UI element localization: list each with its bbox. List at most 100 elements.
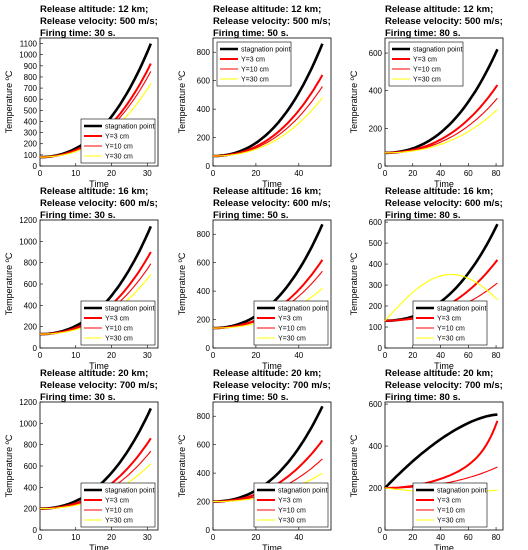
x-tick-label: 40 — [294, 169, 303, 178]
x-tick-label: 20 — [408, 351, 417, 360]
legend: stagnation point Y=3 cm Y=10 cm Y=30 cm — [80, 482, 156, 528]
y-axis-label: Temperature ºC — [4, 434, 14, 497]
y-tick-label: 300 — [369, 281, 383, 290]
y-tick-label: 0 — [378, 344, 383, 353]
y-tick-label: 1100 — [20, 40, 38, 49]
subplot-6: Release altitude: 16 km;Release velocity… — [349, 186, 504, 371]
x-tick-label: 80 — [492, 169, 501, 178]
x-tick-label: 10 — [71, 351, 80, 360]
y-tick-label: 1000 — [19, 51, 37, 60]
y-tick-label: 500 — [24, 106, 38, 115]
legend-label: Y=10 cm — [105, 144, 133, 151]
x-tick-label: 60 — [464, 351, 473, 360]
y-tick-label: 400 — [24, 117, 38, 126]
legend-label: Y=30 cm — [105, 518, 133, 525]
y-tick-label: 200 — [24, 140, 38, 149]
subplot-9: Release altitude: 20 km;Release velocity… — [349, 368, 504, 550]
legend-label: stagnation point — [437, 306, 486, 313]
y-tick-label: 600 — [24, 462, 38, 471]
x-tick-label: 0 — [211, 351, 216, 360]
y-tick-label: 800 — [24, 73, 38, 82]
x-tick-label: 0 — [211, 169, 216, 178]
x-tick-label: 20 — [251, 169, 260, 178]
legend-label: Y=3 cm — [278, 316, 302, 323]
y-tick-label: 500 — [369, 239, 383, 248]
subplot-title-line: Release velocity: 700 m/s; — [40, 380, 158, 391]
legend: stagnation point Y=3 cm Y=10 cm Y=30 cm — [80, 118, 156, 164]
subplot-title-line: Firing time: 80 s. — [385, 392, 461, 403]
legend-label: Y=30 cm — [105, 154, 133, 161]
x-tick-label: 0 — [383, 351, 388, 360]
y-tick-label: 300 — [24, 129, 38, 138]
x-axis-label: Time — [434, 543, 454, 550]
legend-label: stagnation point — [437, 488, 486, 495]
x-tick-label: 20 — [107, 169, 116, 178]
y-tick-label: 0 — [206, 162, 211, 171]
subplot-title-line: Firing time: 50 s. — [213, 210, 289, 221]
x-axis-label: Time — [434, 361, 454, 371]
y-axis-label: Temperature ºC — [349, 434, 359, 497]
x-axis-label: Time — [262, 543, 282, 550]
x-tick-label: 20 — [251, 351, 260, 360]
x-axis-label: Time — [89, 361, 109, 371]
x-tick-label: 60 — [464, 169, 473, 178]
y-tick-label: 900 — [24, 62, 38, 71]
y-tick-label: 400 — [369, 442, 383, 451]
legend-label: stagnation point — [413, 47, 462, 54]
subplot-title-line: Release velocity: 700 m/s; — [385, 380, 503, 391]
subplot-title-line: Firing time: 50 s. — [213, 392, 289, 403]
subplot-title-line: Release velocity: 600 m/s; — [213, 198, 331, 209]
legend-label: Y=3 cm — [413, 57, 437, 64]
y-tick-label: 600 — [24, 280, 38, 289]
x-tick-label: 40 — [294, 533, 303, 542]
y-axis-label: Temperature ºC — [4, 252, 14, 315]
legend-label: stagnation point — [241, 47, 290, 54]
legend: stagnation point Y=3 cm Y=10 cm Y=30 cm — [216, 41, 292, 87]
y-tick-label: 1200 — [19, 216, 37, 225]
legend-label: Y=30 cm — [278, 518, 306, 525]
legend-label: Y=10 cm — [437, 326, 465, 333]
legend-label: Y=3 cm — [105, 316, 129, 323]
x-tick-label: 0 — [383, 169, 388, 178]
y-tick-label: 600 — [369, 218, 383, 227]
y-axis-label: Temperature ºC — [349, 252, 359, 315]
y-tick-label: 200 — [24, 505, 38, 514]
y-tick-label: 1200 — [19, 398, 37, 407]
legend-label: Y=3 cm — [437, 498, 461, 505]
legend-label: Y=30 cm — [437, 336, 465, 343]
legend: stagnation point Y=3 cm Y=10 cm Y=30 cm — [412, 300, 488, 346]
subplot-title-line: Release altitude: 12 km; — [40, 4, 148, 15]
series-line-y-3-cm — [385, 420, 499, 489]
legend-label: stagnation point — [105, 124, 154, 131]
legend-label: Y=30 cm — [241, 77, 269, 84]
subplot-1: Release altitude: 12 km;Release velocity… — [4, 4, 159, 189]
y-tick-label: 200 — [197, 316, 211, 325]
x-tick-label: 60 — [464, 533, 473, 542]
y-axis-label: Temperature ºC — [4, 70, 14, 133]
y-tick-label: 0 — [33, 162, 38, 171]
legend: stagnation point Y=3 cm Y=10 cm Y=30 cm — [80, 300, 156, 346]
subplot-title-line: Release altitude: 16 km; — [40, 186, 148, 197]
x-tick-label: 0 — [38, 533, 43, 542]
x-tick-label: 20 — [107, 351, 116, 360]
y-tick-label: 600 — [197, 441, 211, 450]
y-tick-label: 0 — [206, 344, 211, 353]
x-tick-label: 20 — [408, 169, 417, 178]
x-tick-label: 0 — [383, 533, 388, 542]
legend-label: Y=30 cm — [105, 336, 133, 343]
legend-label: Y=10 cm — [278, 508, 306, 515]
legend-label: Y=10 cm — [105, 508, 133, 515]
y-tick-label: 800 — [24, 259, 38, 268]
subplot-title-line: Release altitude: 20 km; — [40, 368, 148, 379]
x-axis-label: Time — [434, 179, 454, 189]
subplot-5: Release altitude: 16 km;Release velocity… — [177, 186, 332, 371]
x-axis-label: Time — [262, 179, 282, 189]
subplot-title-line: Firing time: 30 s. — [40, 210, 116, 221]
y-tick-label: 200 — [24, 323, 38, 332]
y-tick-label: 600 — [24, 95, 38, 104]
y-tick-label: 800 — [197, 230, 211, 239]
legend: stagnation point Y=3 cm Y=10 cm Y=30 cm — [412, 482, 488, 528]
x-tick-label: 20 — [251, 533, 260, 542]
y-tick-label: 0 — [33, 526, 38, 535]
